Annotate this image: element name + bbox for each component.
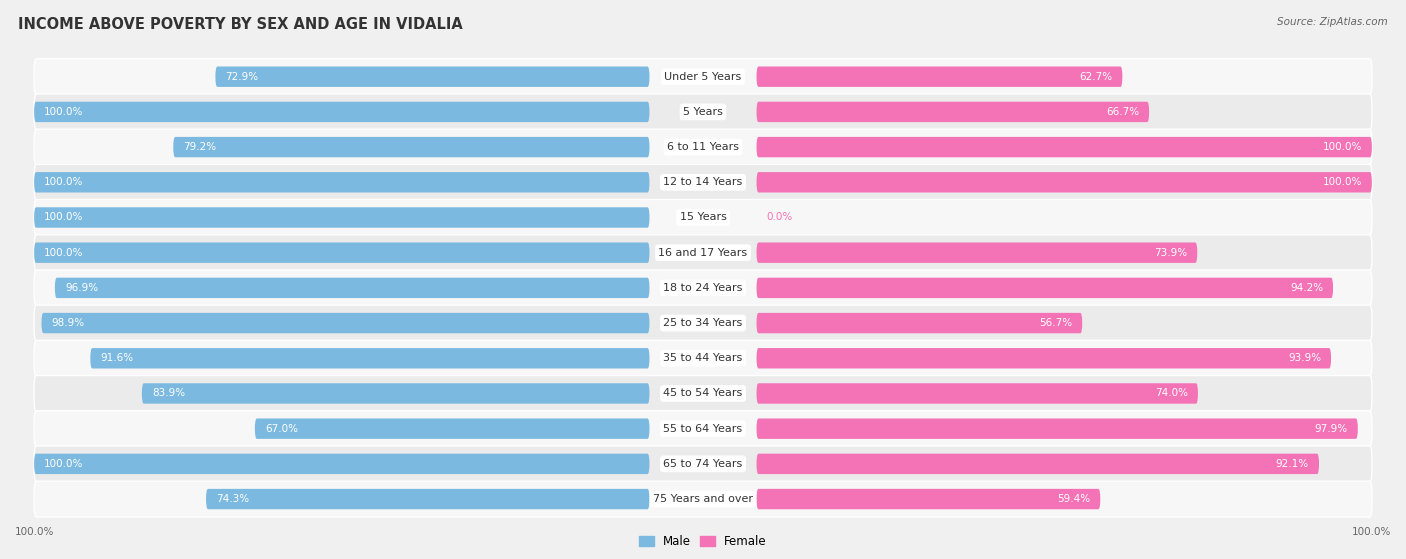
Text: 100.0%: 100.0% <box>14 527 53 537</box>
Text: 65 to 74 Years: 65 to 74 Years <box>664 459 742 469</box>
Text: 74.0%: 74.0% <box>1154 389 1188 399</box>
FancyBboxPatch shape <box>207 489 650 509</box>
Text: 100.0%: 100.0% <box>1323 142 1362 152</box>
Text: 67.0%: 67.0% <box>264 424 298 434</box>
Text: Source: ZipAtlas.com: Source: ZipAtlas.com <box>1277 17 1388 27</box>
Text: 96.9%: 96.9% <box>65 283 98 293</box>
Text: 62.7%: 62.7% <box>1080 72 1112 82</box>
FancyBboxPatch shape <box>34 94 1372 130</box>
Legend: Male, Female: Male, Female <box>634 530 772 553</box>
FancyBboxPatch shape <box>215 67 650 87</box>
Text: 100.0%: 100.0% <box>44 107 83 117</box>
FancyBboxPatch shape <box>34 481 1372 517</box>
Text: 100.0%: 100.0% <box>1353 527 1392 537</box>
FancyBboxPatch shape <box>254 419 650 439</box>
FancyBboxPatch shape <box>756 172 1372 192</box>
FancyBboxPatch shape <box>756 102 1149 122</box>
Text: 15 Years: 15 Years <box>679 212 727 222</box>
FancyBboxPatch shape <box>756 243 1198 263</box>
FancyBboxPatch shape <box>756 454 1319 474</box>
FancyBboxPatch shape <box>34 129 1372 165</box>
FancyBboxPatch shape <box>756 278 1333 298</box>
Text: 100.0%: 100.0% <box>44 177 83 187</box>
Text: 100.0%: 100.0% <box>44 459 83 469</box>
Text: 0.0%: 0.0% <box>766 212 793 222</box>
Text: 100.0%: 100.0% <box>44 212 83 222</box>
FancyBboxPatch shape <box>756 419 1358 439</box>
Text: 35 to 44 Years: 35 to 44 Years <box>664 353 742 363</box>
Text: 59.4%: 59.4% <box>1057 494 1090 504</box>
FancyBboxPatch shape <box>34 59 1372 94</box>
Text: 66.7%: 66.7% <box>1107 107 1139 117</box>
Text: 100.0%: 100.0% <box>1323 177 1362 187</box>
Text: 5 Years: 5 Years <box>683 107 723 117</box>
Text: 56.7%: 56.7% <box>1039 318 1073 328</box>
Text: 100.0%: 100.0% <box>44 248 83 258</box>
FancyBboxPatch shape <box>756 489 1101 509</box>
Text: 94.2%: 94.2% <box>1289 283 1323 293</box>
Text: 79.2%: 79.2% <box>183 142 217 152</box>
Text: 98.9%: 98.9% <box>52 318 84 328</box>
Text: INCOME ABOVE POVERTY BY SEX AND AGE IN VIDALIA: INCOME ABOVE POVERTY BY SEX AND AGE IN V… <box>18 17 463 32</box>
Text: 25 to 34 Years: 25 to 34 Years <box>664 318 742 328</box>
Text: 83.9%: 83.9% <box>152 389 186 399</box>
FancyBboxPatch shape <box>55 278 650 298</box>
FancyBboxPatch shape <box>142 383 650 404</box>
Text: 91.6%: 91.6% <box>100 353 134 363</box>
FancyBboxPatch shape <box>34 200 1372 235</box>
Text: 74.3%: 74.3% <box>217 494 249 504</box>
Text: 55 to 64 Years: 55 to 64 Years <box>664 424 742 434</box>
FancyBboxPatch shape <box>34 454 650 474</box>
FancyBboxPatch shape <box>42 313 650 333</box>
Text: 45 to 54 Years: 45 to 54 Years <box>664 389 742 399</box>
FancyBboxPatch shape <box>756 383 1198 404</box>
FancyBboxPatch shape <box>756 348 1331 368</box>
Text: 72.9%: 72.9% <box>225 72 259 82</box>
FancyBboxPatch shape <box>756 313 1083 333</box>
FancyBboxPatch shape <box>34 207 650 228</box>
FancyBboxPatch shape <box>34 235 1372 271</box>
Text: 12 to 14 Years: 12 to 14 Years <box>664 177 742 187</box>
FancyBboxPatch shape <box>34 340 1372 376</box>
FancyBboxPatch shape <box>34 411 1372 447</box>
FancyBboxPatch shape <box>34 270 1372 306</box>
FancyBboxPatch shape <box>756 137 1372 157</box>
Text: 6 to 11 Years: 6 to 11 Years <box>666 142 740 152</box>
Text: 93.9%: 93.9% <box>1288 353 1322 363</box>
FancyBboxPatch shape <box>34 164 1372 200</box>
Text: 75 Years and over: 75 Years and over <box>652 494 754 504</box>
Text: Under 5 Years: Under 5 Years <box>665 72 741 82</box>
FancyBboxPatch shape <box>34 446 1372 482</box>
Text: 73.9%: 73.9% <box>1154 248 1187 258</box>
FancyBboxPatch shape <box>34 243 650 263</box>
FancyBboxPatch shape <box>34 102 650 122</box>
Text: 97.9%: 97.9% <box>1315 424 1348 434</box>
FancyBboxPatch shape <box>34 305 1372 341</box>
FancyBboxPatch shape <box>34 376 1372 411</box>
FancyBboxPatch shape <box>90 348 650 368</box>
FancyBboxPatch shape <box>756 67 1122 87</box>
Text: 18 to 24 Years: 18 to 24 Years <box>664 283 742 293</box>
Text: 92.1%: 92.1% <box>1275 459 1309 469</box>
FancyBboxPatch shape <box>173 137 650 157</box>
Text: 16 and 17 Years: 16 and 17 Years <box>658 248 748 258</box>
FancyBboxPatch shape <box>34 172 650 192</box>
